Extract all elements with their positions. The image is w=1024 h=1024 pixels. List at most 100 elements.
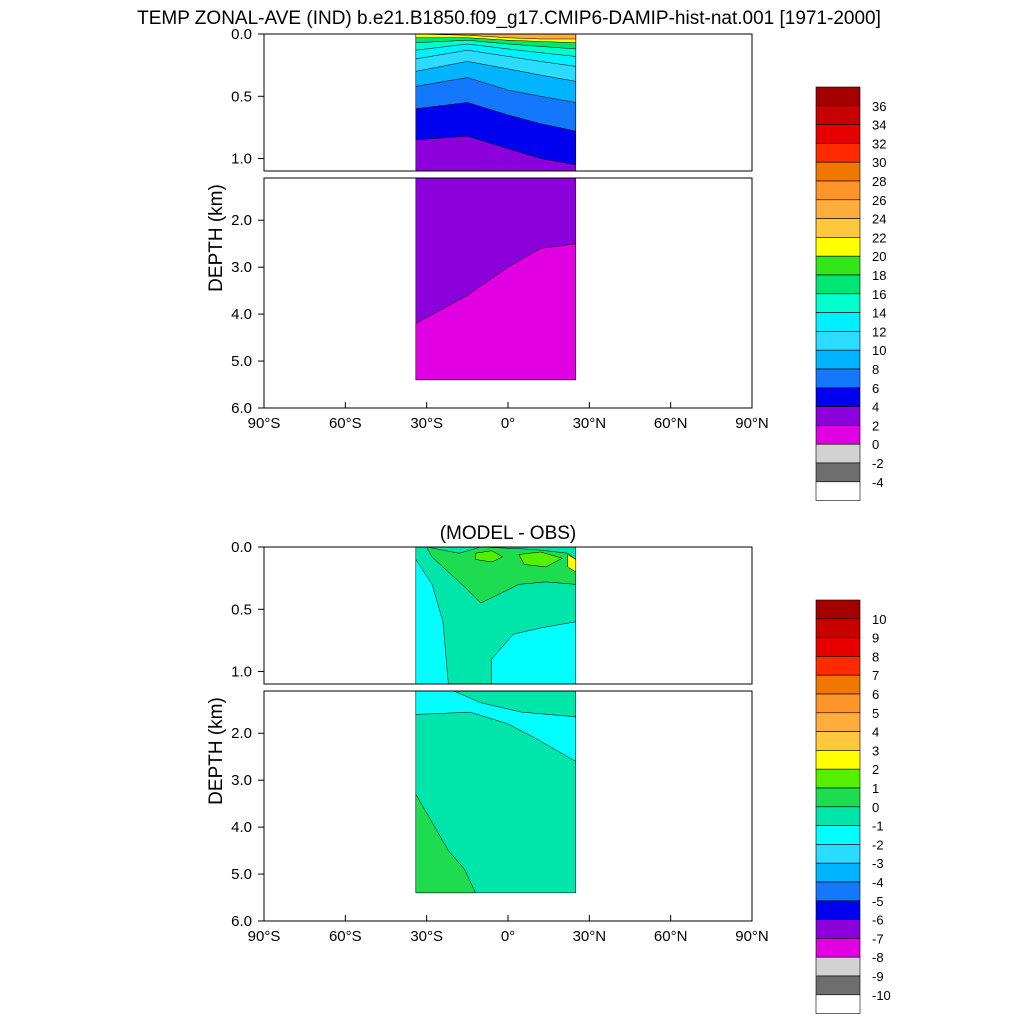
colorbar-box <box>815 199 861 219</box>
field-band <box>415 243 577 381</box>
colorbar-label: 4 <box>872 725 879 740</box>
colorbar-box <box>815 255 861 276</box>
colorbar-box <box>815 975 861 996</box>
field-band <box>491 621 577 684</box>
upper-panel-field <box>415 547 577 684</box>
y-tick-label: 3.0 <box>231 772 252 789</box>
colorbar-box <box>815 900 861 920</box>
colorbar-label: -8 <box>872 950 884 965</box>
colorbar-label: 2 <box>872 762 879 777</box>
colorbar-label: 6 <box>872 381 879 396</box>
colorbar-box <box>815 825 861 845</box>
y-tick-label: 0.5 <box>231 601 252 618</box>
x-tick-label: 0° <box>501 928 515 945</box>
y-tick-label: 3.0 <box>231 259 252 276</box>
colorbar-label: -4 <box>872 875 884 890</box>
colorbar-label: 7 <box>872 668 879 683</box>
colorbar-label: -7 <box>872 931 884 946</box>
y-axis-label: DEPTH (km) <box>206 697 227 805</box>
y-tick-label: 5.0 <box>231 353 252 370</box>
colorbar-label: 2 <box>872 418 879 433</box>
colorbar-box <box>815 618 861 638</box>
colorbar-box <box>815 274 861 295</box>
colorbar-label: -3 <box>872 856 884 871</box>
upper-panel-frame <box>263 546 753 685</box>
colorbar-label: 3 <box>872 743 879 758</box>
upper-panel-frame <box>263 33 753 172</box>
colorbar-label: -4 <box>872 475 884 490</box>
x-tick-label: 60°S <box>329 928 362 945</box>
colorbar-box <box>815 293 861 313</box>
colorbar-label: -2 <box>872 837 884 852</box>
colorbar-box <box>815 919 861 939</box>
colorbar-label: 22 <box>872 230 886 245</box>
colorbar-box <box>815 349 861 370</box>
colorbar-label: -9 <box>872 969 884 984</box>
colorbar-box <box>815 180 861 201</box>
colorbar-label: -2 <box>872 456 884 471</box>
colorbar-box <box>815 806 861 826</box>
colorbar-box <box>815 787 861 808</box>
lower-panel-field <box>415 691 577 894</box>
field-band <box>415 558 449 684</box>
field-band <box>567 554 577 573</box>
colorbar-box <box>815 218 861 238</box>
y-tick-label: 0.0 <box>231 539 252 556</box>
colorbar-box <box>815 862 861 883</box>
y-tick-label: 2.0 <box>231 212 252 229</box>
main-title: TEMP ZONAL-AVE (IND) b.e21.B1850.f09_g17… <box>137 8 881 29</box>
colorbar-label: 20 <box>872 249 886 264</box>
y-tick-label: 1.0 <box>231 664 252 681</box>
colorbar-label: 1 <box>872 781 879 796</box>
colorbar-label: 8 <box>872 649 879 664</box>
field-band <box>415 34 577 40</box>
colorbar-box <box>815 105 861 125</box>
colorbar-label: 30 <box>872 155 886 170</box>
x-tick-label: 30°S <box>410 415 443 432</box>
colorbar-label: 0 <box>872 437 879 452</box>
y-tick-label: 2.0 <box>231 725 252 742</box>
colorbar-box <box>815 161 861 182</box>
colorbar-box <box>815 368 861 389</box>
x-tick-label: 30°S <box>410 928 443 945</box>
colorbar-box <box>815 674 861 695</box>
colorbar-label: 28 <box>872 174 886 189</box>
colorbar-box <box>815 312 861 332</box>
colorbar-label: 12 <box>872 324 886 339</box>
colorbar-box <box>815 143 861 163</box>
colorbar-box <box>815 462 861 483</box>
colorbar-box <box>815 237 861 257</box>
plot-model-minus-obs: (MODEL - OBS)0.00.51.02.03.04.05.06.090°… <box>206 523 769 945</box>
colorbar-box <box>815 768 861 789</box>
x-tick-label: 30°N <box>573 415 607 432</box>
colorbar-box <box>815 425 861 445</box>
colorbar-box <box>815 994 861 1014</box>
y-tick-label: 4.0 <box>231 819 252 836</box>
panel-title: (MODEL - OBS) <box>440 523 577 544</box>
colorbar-label: 4 <box>872 400 879 415</box>
x-tick-label: 60°S <box>329 415 362 432</box>
colorbar-label: 10 <box>872 343 886 358</box>
colorbar-box <box>815 481 861 501</box>
x-tick-label: 60°N <box>654 928 688 945</box>
colorbar-box <box>815 331 861 351</box>
x-tick-label: 90°N <box>735 928 769 945</box>
y-tick-label: 0.0 <box>231 26 252 43</box>
x-tick-label: 90°S <box>248 415 281 432</box>
colorbar-label: -6 <box>872 913 884 928</box>
field-band <box>415 691 577 762</box>
colorbar-label: 14 <box>872 306 886 321</box>
colorbar-box <box>815 956 861 977</box>
colorbar-box <box>815 731 861 751</box>
x-tick-label: 60°N <box>654 415 688 432</box>
x-tick-label: 0° <box>501 415 515 432</box>
colorbar-label: 36 <box>872 99 886 114</box>
field-band <box>475 550 504 563</box>
x-tick-label: 90°N <box>735 415 769 432</box>
colorbar-box <box>815 406 861 426</box>
colorbar-box <box>815 881 861 902</box>
colorbar-label: 5 <box>872 706 879 721</box>
